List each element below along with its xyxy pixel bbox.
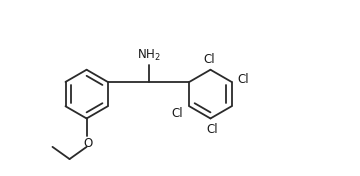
Text: NH$_2$: NH$_2$	[137, 48, 161, 63]
Text: O: O	[84, 137, 93, 150]
Text: Cl: Cl	[207, 122, 218, 136]
Text: Cl: Cl	[238, 73, 249, 86]
Text: Cl: Cl	[203, 53, 215, 66]
Text: Cl: Cl	[172, 107, 183, 120]
